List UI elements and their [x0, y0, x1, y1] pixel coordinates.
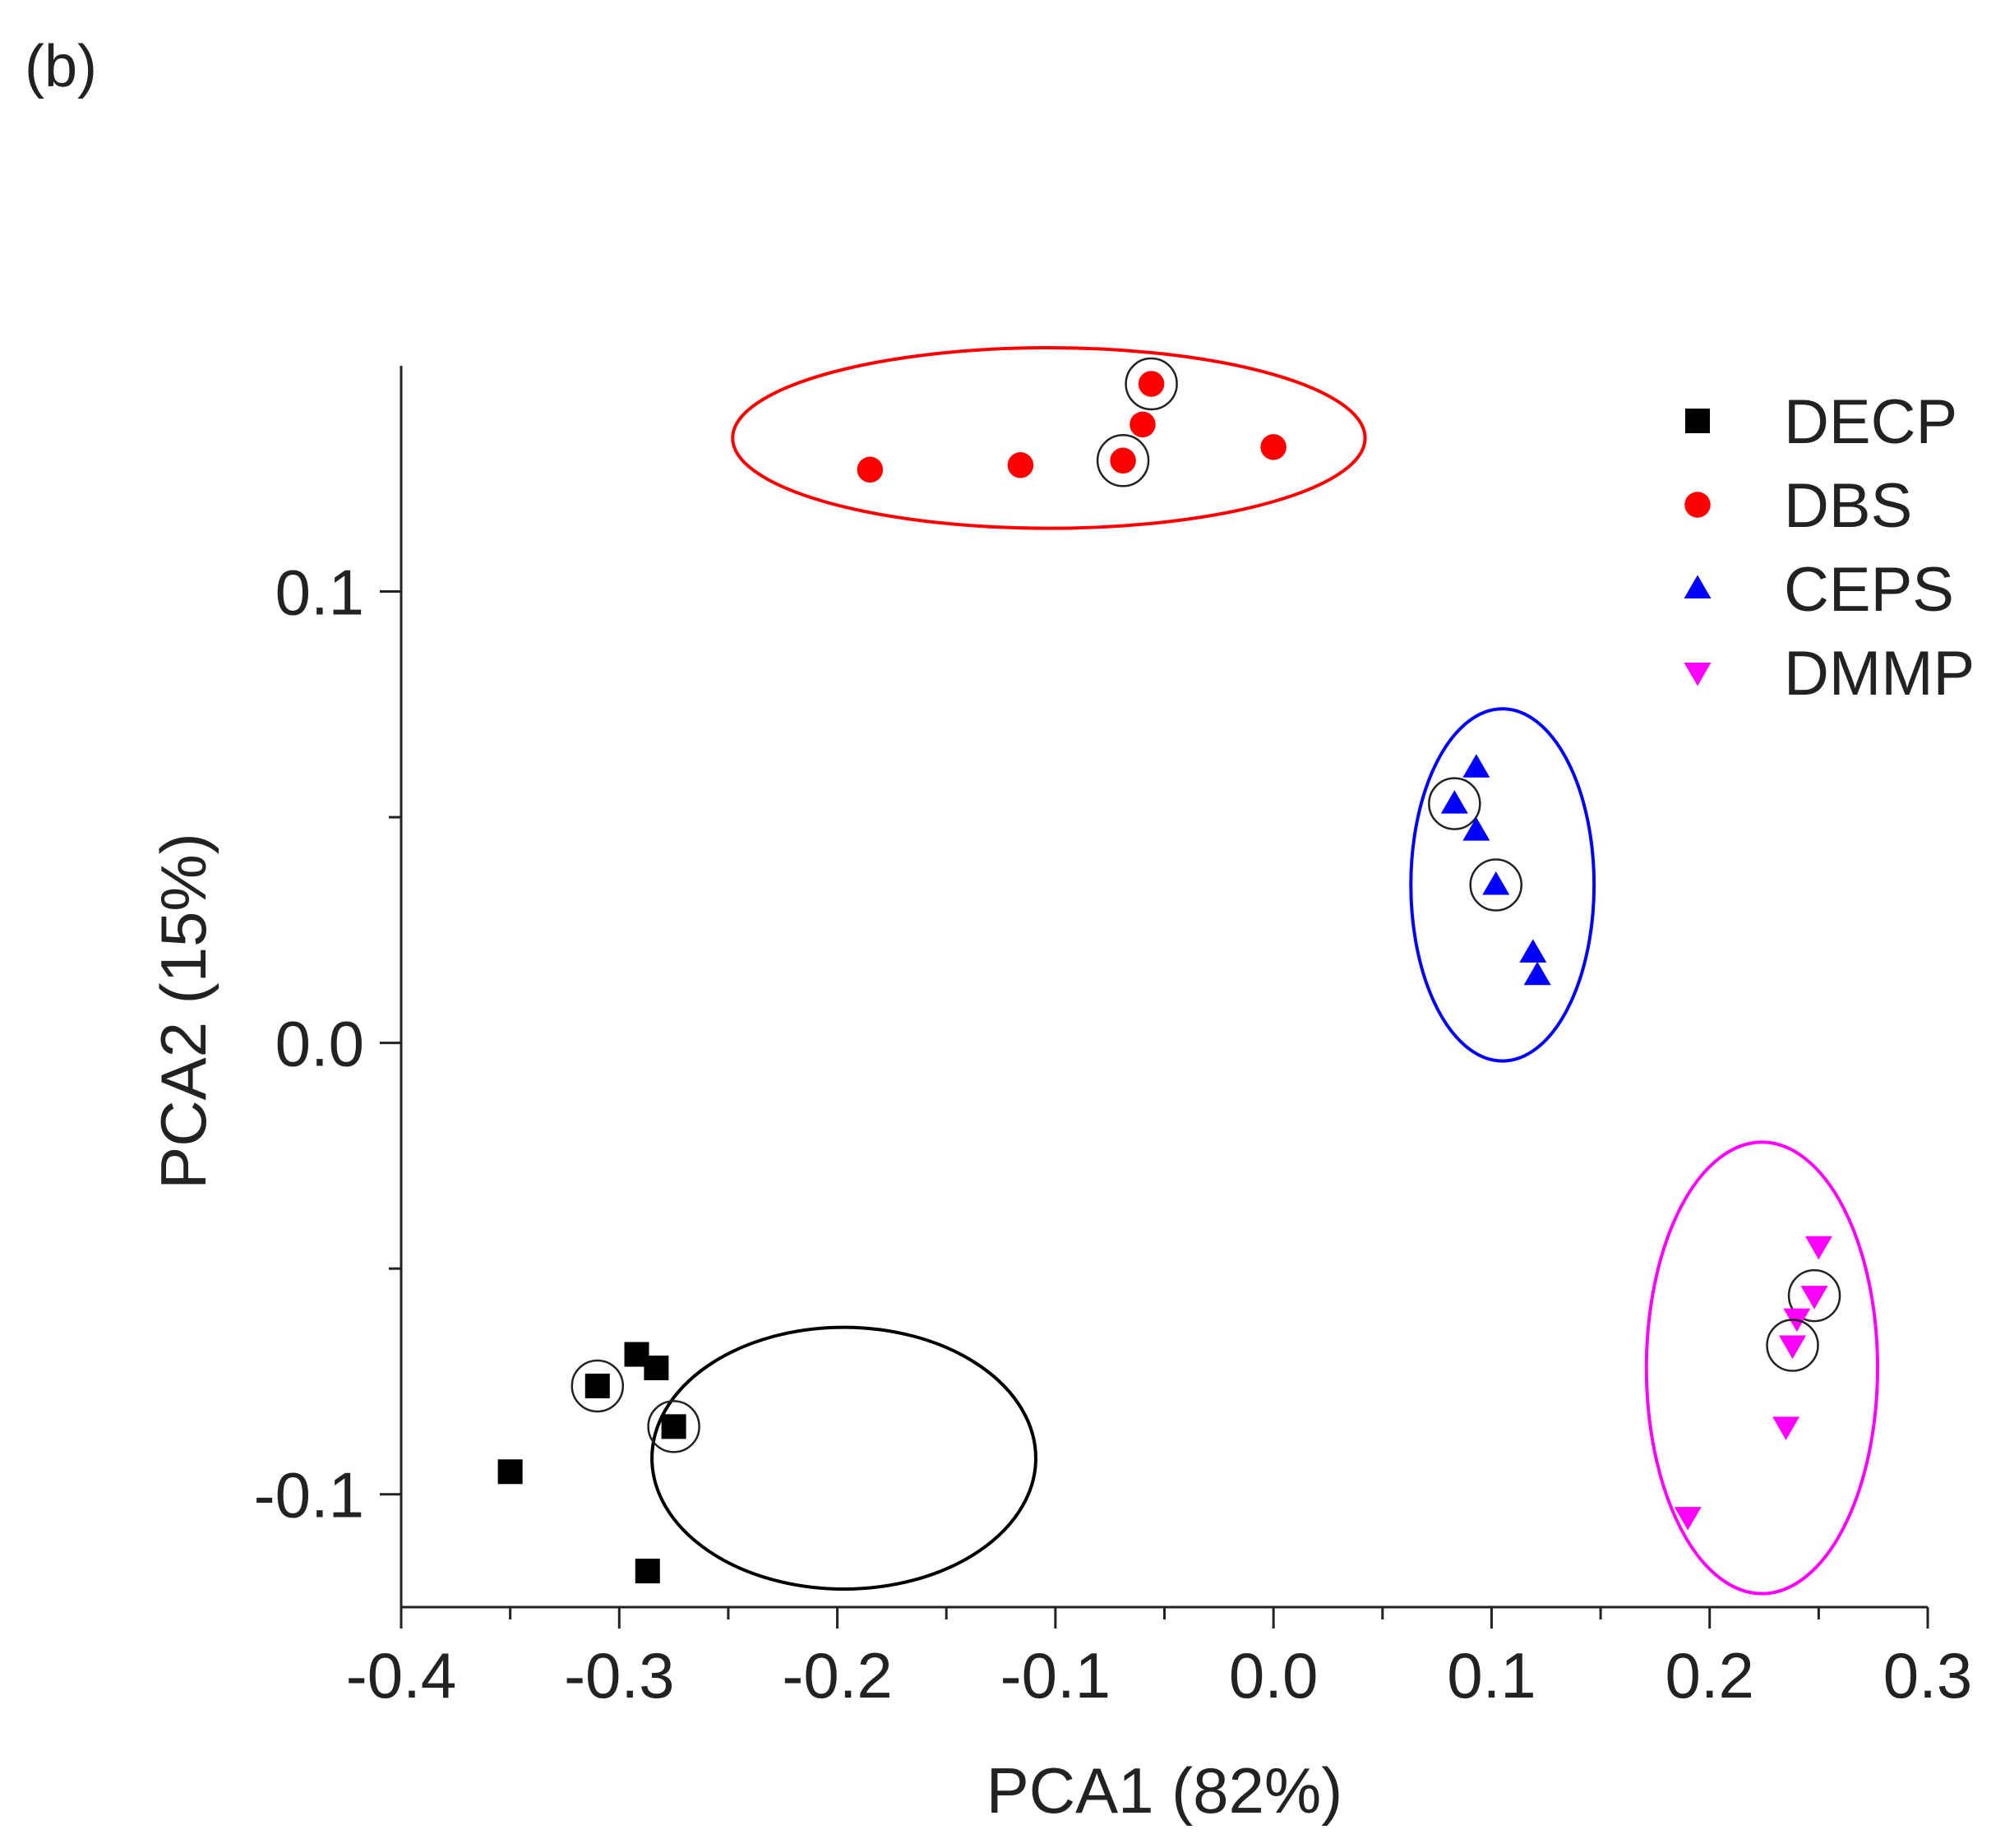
legend-label-ceps: CEPS: [1784, 555, 1954, 625]
x-tick-label: 0.0: [1229, 1639, 1318, 1712]
dbs-cluster-ellipse: [731, 346, 1367, 530]
y-axis-title: PCA2 (15%): [147, 833, 219, 1190]
ceps-cluster-ellipse: [1409, 707, 1596, 1063]
x-axis-title: PCA1 (82%): [986, 1754, 1343, 1827]
ceps-data-point: [1440, 790, 1468, 814]
legend-marker-dmmp: [1684, 663, 1712, 686]
dbs-highlight-ring: [1125, 357, 1178, 411]
ceps-highlight-ring: [1469, 858, 1522, 912]
y-tick-label: -0.1: [254, 1459, 364, 1532]
decp-data-point: [661, 1414, 686, 1439]
legend-marker-dbs: [1684, 492, 1711, 518]
dmmp-cluster-ellipse: [1644, 1140, 1879, 1596]
decp-cluster-ellipse: [650, 1325, 1037, 1592]
x-tick-label: 0.3: [1883, 1639, 1972, 1712]
dbs-data-point: [857, 456, 884, 483]
dmmp-highlight-ring: [1787, 1268, 1841, 1323]
dmmp-data-point: [1800, 1286, 1828, 1310]
dbs-data-point: [1260, 434, 1287, 460]
dbs-data-point: [1110, 447, 1136, 474]
legend-marker-ceps: [1684, 575, 1712, 598]
cluster-ellipses: [650, 346, 1879, 1596]
dmmp-data-point: [1772, 1416, 1800, 1440]
decp-highlight-ring: [571, 1359, 625, 1413]
y-tick-label: 0.0: [275, 1008, 364, 1080]
dbs-data-point: [1130, 411, 1156, 438]
decp-highlight-ring: [647, 1400, 700, 1453]
x-tick-label: -0.2: [782, 1639, 892, 1712]
decp-data-point: [644, 1355, 669, 1380]
data-points: [497, 357, 1841, 1584]
ceps-data-point: [1523, 961, 1551, 986]
decp-data-point: [497, 1459, 523, 1485]
dmmp-highlight-ring: [1766, 1319, 1819, 1372]
decp-data-point: [584, 1373, 610, 1398]
legend-label-decp: DECP: [1784, 387, 1957, 457]
dmmp-data-point: [1674, 1507, 1702, 1531]
legend-label-dmmp: DMMP: [1784, 639, 1975, 709]
ceps-data-point: [1462, 754, 1490, 778]
y-tick-label: 0.1: [275, 557, 364, 629]
legend: DECP DBS CEPS DMMP: [1684, 387, 1975, 709]
ceps-data-point: [1519, 939, 1547, 963]
legend-marker-decp: [1685, 409, 1710, 433]
dmmp-data-point: [1779, 1335, 1807, 1360]
dbs-data-point: [1138, 371, 1165, 397]
dmmp-data-point: [1804, 1236, 1832, 1260]
x-tick-label: -0.3: [564, 1639, 674, 1712]
dbs-highlight-ring: [1096, 434, 1150, 487]
ceps-highlight-ring: [1428, 777, 1481, 830]
ceps-data-point: [1462, 817, 1490, 841]
legend-label-dbs: DBS: [1784, 471, 1912, 541]
x-tick-label: -0.1: [1000, 1639, 1111, 1712]
dbs-data-point: [1007, 452, 1034, 478]
decp-data-point: [635, 1559, 660, 1584]
x-tick-label: 0.1: [1447, 1639, 1536, 1712]
panel-label: (b): [25, 34, 97, 99]
ceps-data-point: [1482, 871, 1510, 895]
x-tick-label: -0.4: [346, 1639, 456, 1712]
axes: -0.4 -0.3 -0.2 -0.1 0.0 0.1 0.2 0.3 -0.1 0.0 0.1: [254, 366, 1972, 1712]
x-tick-label: 0.2: [1665, 1639, 1753, 1712]
